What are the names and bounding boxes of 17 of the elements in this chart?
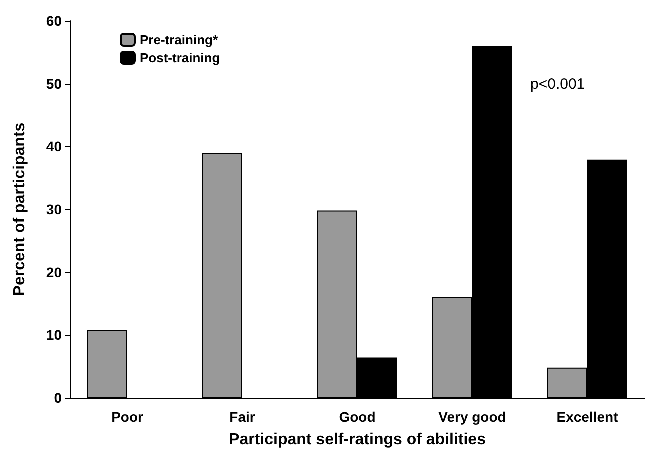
legend-label: Post-training [140,50,220,66]
y-tick-label: 20 [46,264,62,280]
x-tick-label: Good [339,409,376,425]
x-tick-label: Very good [438,409,506,425]
x-tick-label: Fair [230,409,256,425]
x-tick-label: Poor [112,409,144,425]
legend-label: Pre-training* [140,32,219,48]
x-tick-label: Excellent [556,409,619,425]
y-tick-label: 30 [46,202,62,218]
y-axis-title: Percent of participants [12,122,28,296]
y-tick-label: 10 [46,327,62,344]
y-tick-label: 0 [54,390,62,406]
annotation: p<0.001 [530,76,586,94]
x-axis-title: Participant self-ratings of abilities [229,432,486,448]
y-tick-label: 60 [46,13,62,29]
y-tick-label: 40 [46,138,62,155]
y-tick-label: 50 [46,76,62,92]
